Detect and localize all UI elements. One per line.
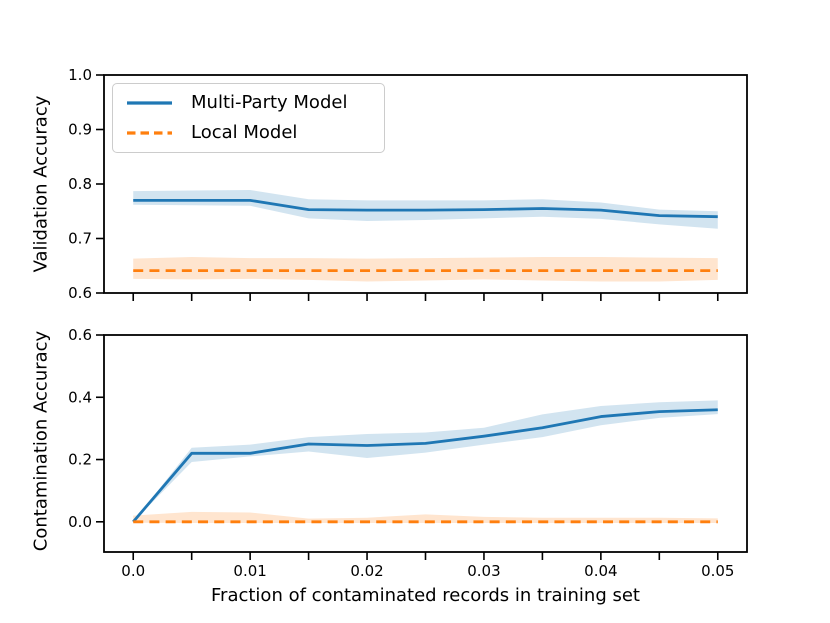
plot-line-multi-party-model: [133, 198, 718, 219]
x-tick-label: 0.0: [121, 562, 145, 580]
legend: Multi-Party Model Local Model: [112, 83, 385, 153]
y-tick-label: 0.6: [68, 326, 92, 344]
y-tick-label: 0.2: [68, 451, 92, 469]
y-tick-label: 0.4: [68, 388, 92, 406]
y-tick-label: 0.8: [68, 175, 92, 193]
plot-area-0: [133, 189, 718, 282]
y-axis-label-validation-accuracy: Validation Accuracy: [30, 95, 52, 273]
legend-label-multi-party: Multi-Party Model: [191, 92, 348, 113]
x-tick-label: 0.02: [350, 562, 383, 580]
confidence-band-local-model: [133, 511, 718, 524]
confidence-band-multi-party-model: [133, 400, 718, 522]
plot-area-1: [132, 400, 718, 524]
y-tick-label: 0.7: [68, 230, 92, 248]
legend-label-local: Local Model: [191, 122, 298, 143]
y-tick-label: 0.6: [68, 284, 92, 302]
y-axis-label-contamination-accuracy: Contamination Accuracy: [30, 330, 52, 552]
x-axis-label: Fraction of contaminated records in trai…: [211, 585, 640, 606]
x-tick-label: 0.03: [467, 562, 500, 580]
x-tick-label: 0.04: [584, 562, 617, 580]
legend-entry-local: Local Model: [126, 118, 371, 148]
y-tick-label: 0.9: [68, 121, 92, 139]
dashed-line-sample-icon: [127, 131, 172, 135]
legend-entry-multi-party: Multi-Party Model: [126, 88, 371, 118]
solid-line-sample-icon: [127, 101, 172, 105]
y-tick-label: 0.0: [68, 513, 92, 531]
plot-line-multi-party-model: [132, 408, 718, 523]
y-tick-label: 1.0: [68, 66, 92, 84]
x-tick-label: 0.05: [701, 562, 734, 580]
x-tick-label: 0.01: [233, 562, 266, 580]
